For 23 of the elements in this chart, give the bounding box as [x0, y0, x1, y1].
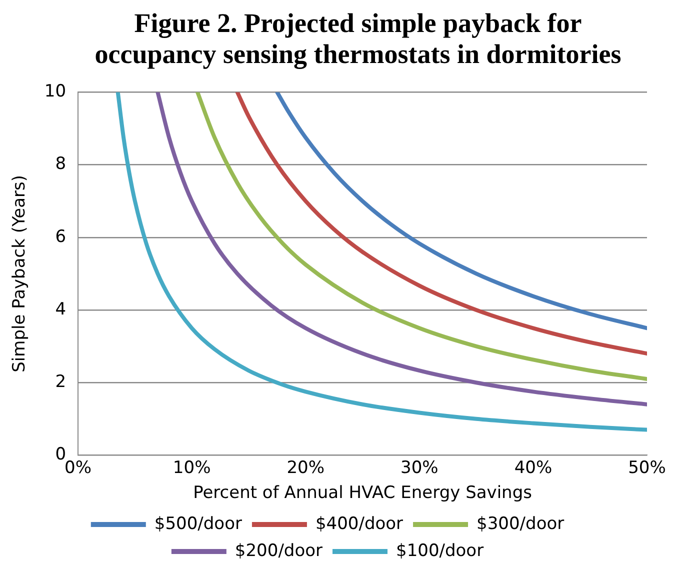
x-tick-label: 0%	[64, 458, 92, 478]
legend-label: $100/door	[396, 540, 484, 561]
x-tick-label: 50%	[628, 458, 666, 478]
legend-label: $300/door	[476, 514, 564, 534]
line-series	[235, 92, 647, 356]
line-series	[275, 92, 647, 330]
y-tick-label: 4	[55, 299, 66, 320]
line-series	[196, 92, 647, 381]
y-tick-label: 2	[55, 372, 66, 392]
legend-label: $500/door	[154, 514, 242, 534]
y-tick-label: 10	[44, 82, 66, 102]
y-tick-label: 8	[55, 154, 66, 174]
x-tick-label: 30%	[400, 458, 438, 478]
y-axis-title: Simple Payback (Years)	[10, 175, 30, 372]
x-axis-title: Percent of Annual HVAC Energy Savings	[193, 483, 532, 504]
chart-title: Figure 2. Projected simple payback for occupancy sensing thermostats in dormitories	[94, 8, 622, 70]
x-tick-label: 40%	[514, 458, 552, 478]
y-tick-label: 0	[55, 444, 66, 465]
x-tick-label: 10%	[172, 458, 211, 478]
x-tick-label: 20%	[286, 458, 325, 478]
legend-label: $200/door	[234, 540, 323, 561]
legend-label: $400/door	[315, 514, 404, 534]
y-tick-label: 6	[55, 226, 66, 247]
